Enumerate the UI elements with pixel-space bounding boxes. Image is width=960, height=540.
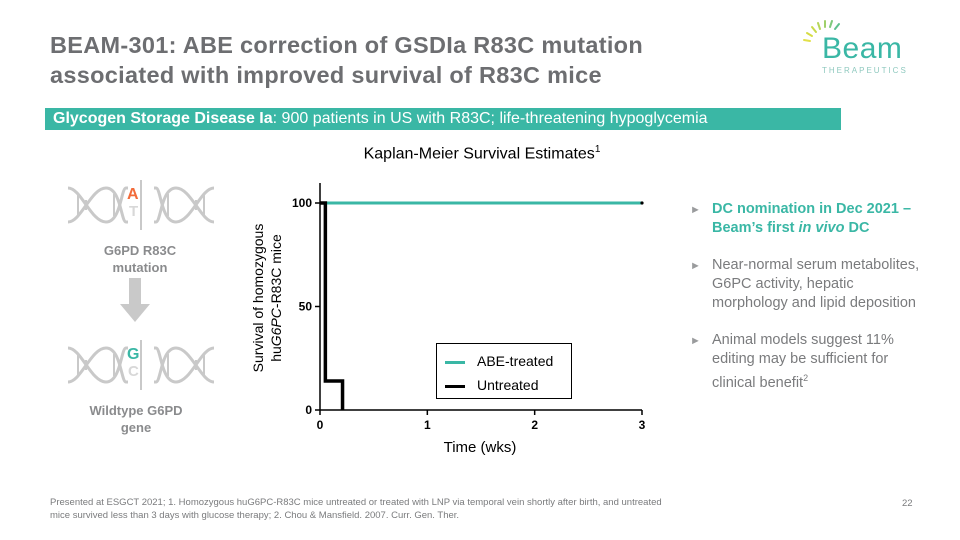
dna-wildtype-icon xyxy=(67,340,215,390)
bullet-dc-nomination: ► DC nomination in Dec 2021 – Beam’s fir… xyxy=(690,200,930,238)
bullet-arrow-icon: ► xyxy=(690,260,701,272)
mutant-base-top: A xyxy=(127,186,139,203)
y-axis-label-italic: G6PC xyxy=(268,307,284,346)
y-axis-label-line2: huG6PC-R83C mice xyxy=(268,234,284,362)
bullet3-text: Animal models suggest 11% editing may be… xyxy=(712,332,894,391)
slide-title-line2: associated with improved survival of R83… xyxy=(50,62,602,88)
y-axis-label-prefix: hu xyxy=(268,346,284,362)
bullet-arrow-icon: ► xyxy=(690,335,701,347)
x-axis-label: Time (wks) xyxy=(444,439,517,456)
bullet-arrow-icon: ► xyxy=(690,204,701,216)
disease-banner: Glycogen Storage Disease Ia: 900 patient… xyxy=(45,108,841,130)
x-tick-label: 0 xyxy=(317,418,324,432)
y-axis-label-line1: Survival of homozygous xyxy=(250,224,266,373)
legend-swatch-abe xyxy=(445,360,465,364)
x-tick-label: 2 xyxy=(531,418,538,432)
banner-rest: : 900 patients in US with R83C; life-thr… xyxy=(272,110,708,127)
logo-wordmark: Beam xyxy=(822,32,903,65)
legend-item-untreated: Untreated xyxy=(445,375,538,395)
y-axis-label-suffix: -R83C mice xyxy=(268,234,284,308)
slide-title: BEAM-301: ABE correction of GSDIa R83C m… xyxy=(50,30,750,90)
chart-title-sup: 1 xyxy=(594,144,601,155)
x-tick-label: 1 xyxy=(424,418,431,432)
page-number: 22 xyxy=(902,498,913,509)
bullet2-text: Near-normal serum metabolites, G6PC acti… xyxy=(712,257,920,311)
legend-item-abe: ABE-treated xyxy=(445,351,553,371)
mutant-label-line2: mutation xyxy=(112,260,168,275)
bullet-metabolites: ► Near-normal serum metabolites, G6PC ac… xyxy=(690,256,930,313)
wildtype-label-line2: gene xyxy=(120,420,152,435)
chart-title: Kaplan-Meier Survival Estimates1 xyxy=(322,144,642,163)
dna-mutant-icon xyxy=(67,180,215,230)
censor-mark xyxy=(640,201,644,205)
mutant-label: G6PD R83C mutation xyxy=(70,242,210,276)
y-tick-label: 50 xyxy=(299,300,313,314)
series-line-untreated xyxy=(320,201,345,410)
y-tick-label: 100 xyxy=(292,196,312,210)
chart-axes: 0 1 2 3 0 50 100 xyxy=(292,183,646,432)
bullet1-italic: in vivo xyxy=(798,220,845,236)
bullet3-sup: 2 xyxy=(803,373,809,383)
x-tick-label: 3 xyxy=(639,418,646,432)
banner-bold: Glycogen Storage Disease Ia xyxy=(53,110,273,127)
legend-label-untreated: Untreated xyxy=(477,377,539,393)
wildtype-label: Wildtype G6PD gene xyxy=(66,402,206,436)
bullet1-end: DC xyxy=(844,220,870,236)
chart-legend: ABE-treated Untreated xyxy=(436,343,572,399)
chart-series-layer xyxy=(320,201,644,410)
logo-subtitle: THERAPEUTICS xyxy=(822,66,908,75)
slide-title-line1: BEAM-301: ABE correction of GSDIa R83C m… xyxy=(50,32,643,58)
mutant-label-line1: G6PD R83C xyxy=(103,243,177,258)
wildtype-label-line1: Wildtype G6PD xyxy=(89,403,183,418)
chart-title-text: Kaplan-Meier Survival Estimates xyxy=(363,145,595,163)
wild-base-top: G xyxy=(127,346,140,363)
down-arrow-icon xyxy=(120,278,150,322)
beam-logo-icon xyxy=(803,20,840,42)
bullet1-text: DC nomination in Dec 2021 – Beam’s first xyxy=(712,201,912,236)
footnote: Presented at ESGCT 2021; 1. Homozygous h… xyxy=(50,497,662,521)
legend-swatch-untreated xyxy=(445,384,465,388)
km-survival-chart: 0 1 2 3 0 50 100 Survival of homozygous huG6PC… xyxy=(250,183,646,456)
legend-label-abe: ABE-treated xyxy=(477,353,554,369)
bullet-animal-models: ► Animal models suggest 11% editing may … xyxy=(690,331,930,393)
y-tick-label: 0 xyxy=(305,403,312,417)
wild-base-bottom: C xyxy=(128,363,139,380)
mutant-base-bottom: T xyxy=(129,203,139,220)
key-points: ► DC nomination in Dec 2021 – Beam’s fir… xyxy=(690,200,930,411)
